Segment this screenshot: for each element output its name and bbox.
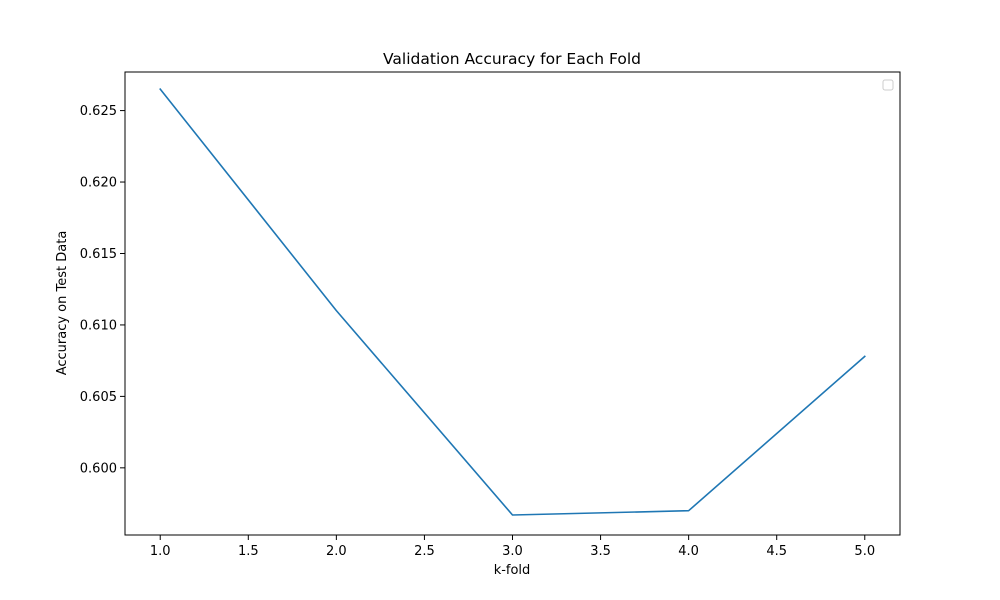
x-tick-label: 4.0 bbox=[678, 544, 699, 559]
x-tick-label: 5.0 bbox=[854, 544, 875, 559]
plot-area: 1.0 1.5 2.0 2.5 3.0 3.5 4.0 4.5 5.0 0.600 0.605 0.6… bbox=[80, 71, 901, 559]
x-tick-label: 1.5 bbox=[238, 544, 259, 559]
y-axis-label: Accuracy on Test Data bbox=[55, 231, 70, 376]
x-tick-label: 1.0 bbox=[150, 544, 171, 559]
chart-title: Validation Accuracy for Each Fold bbox=[383, 50, 641, 68]
legend-box bbox=[882, 79, 894, 91]
x-tick-label: 4.5 bbox=[766, 544, 787, 559]
x-tick-label: 3.0 bbox=[502, 544, 523, 559]
y-tick-label: 0.625 bbox=[80, 104, 117, 119]
y-tick-label: 0.610 bbox=[80, 318, 117, 333]
y-tick-label: 0.620 bbox=[80, 176, 117, 191]
y-tick-label: 0.615 bbox=[80, 247, 117, 262]
x-axis-label: k-fold bbox=[494, 563, 531, 578]
y-tick-label: 0.600 bbox=[80, 461, 117, 476]
series-line-0 bbox=[159, 88, 866, 516]
axes-frame bbox=[124, 71, 901, 536]
x-tick-label: 3.5 bbox=[590, 544, 611, 559]
x-tick-label: 2.0 bbox=[326, 544, 347, 559]
y-tick-label: 0.605 bbox=[80, 390, 117, 405]
x-tick-label: 2.5 bbox=[414, 544, 435, 559]
